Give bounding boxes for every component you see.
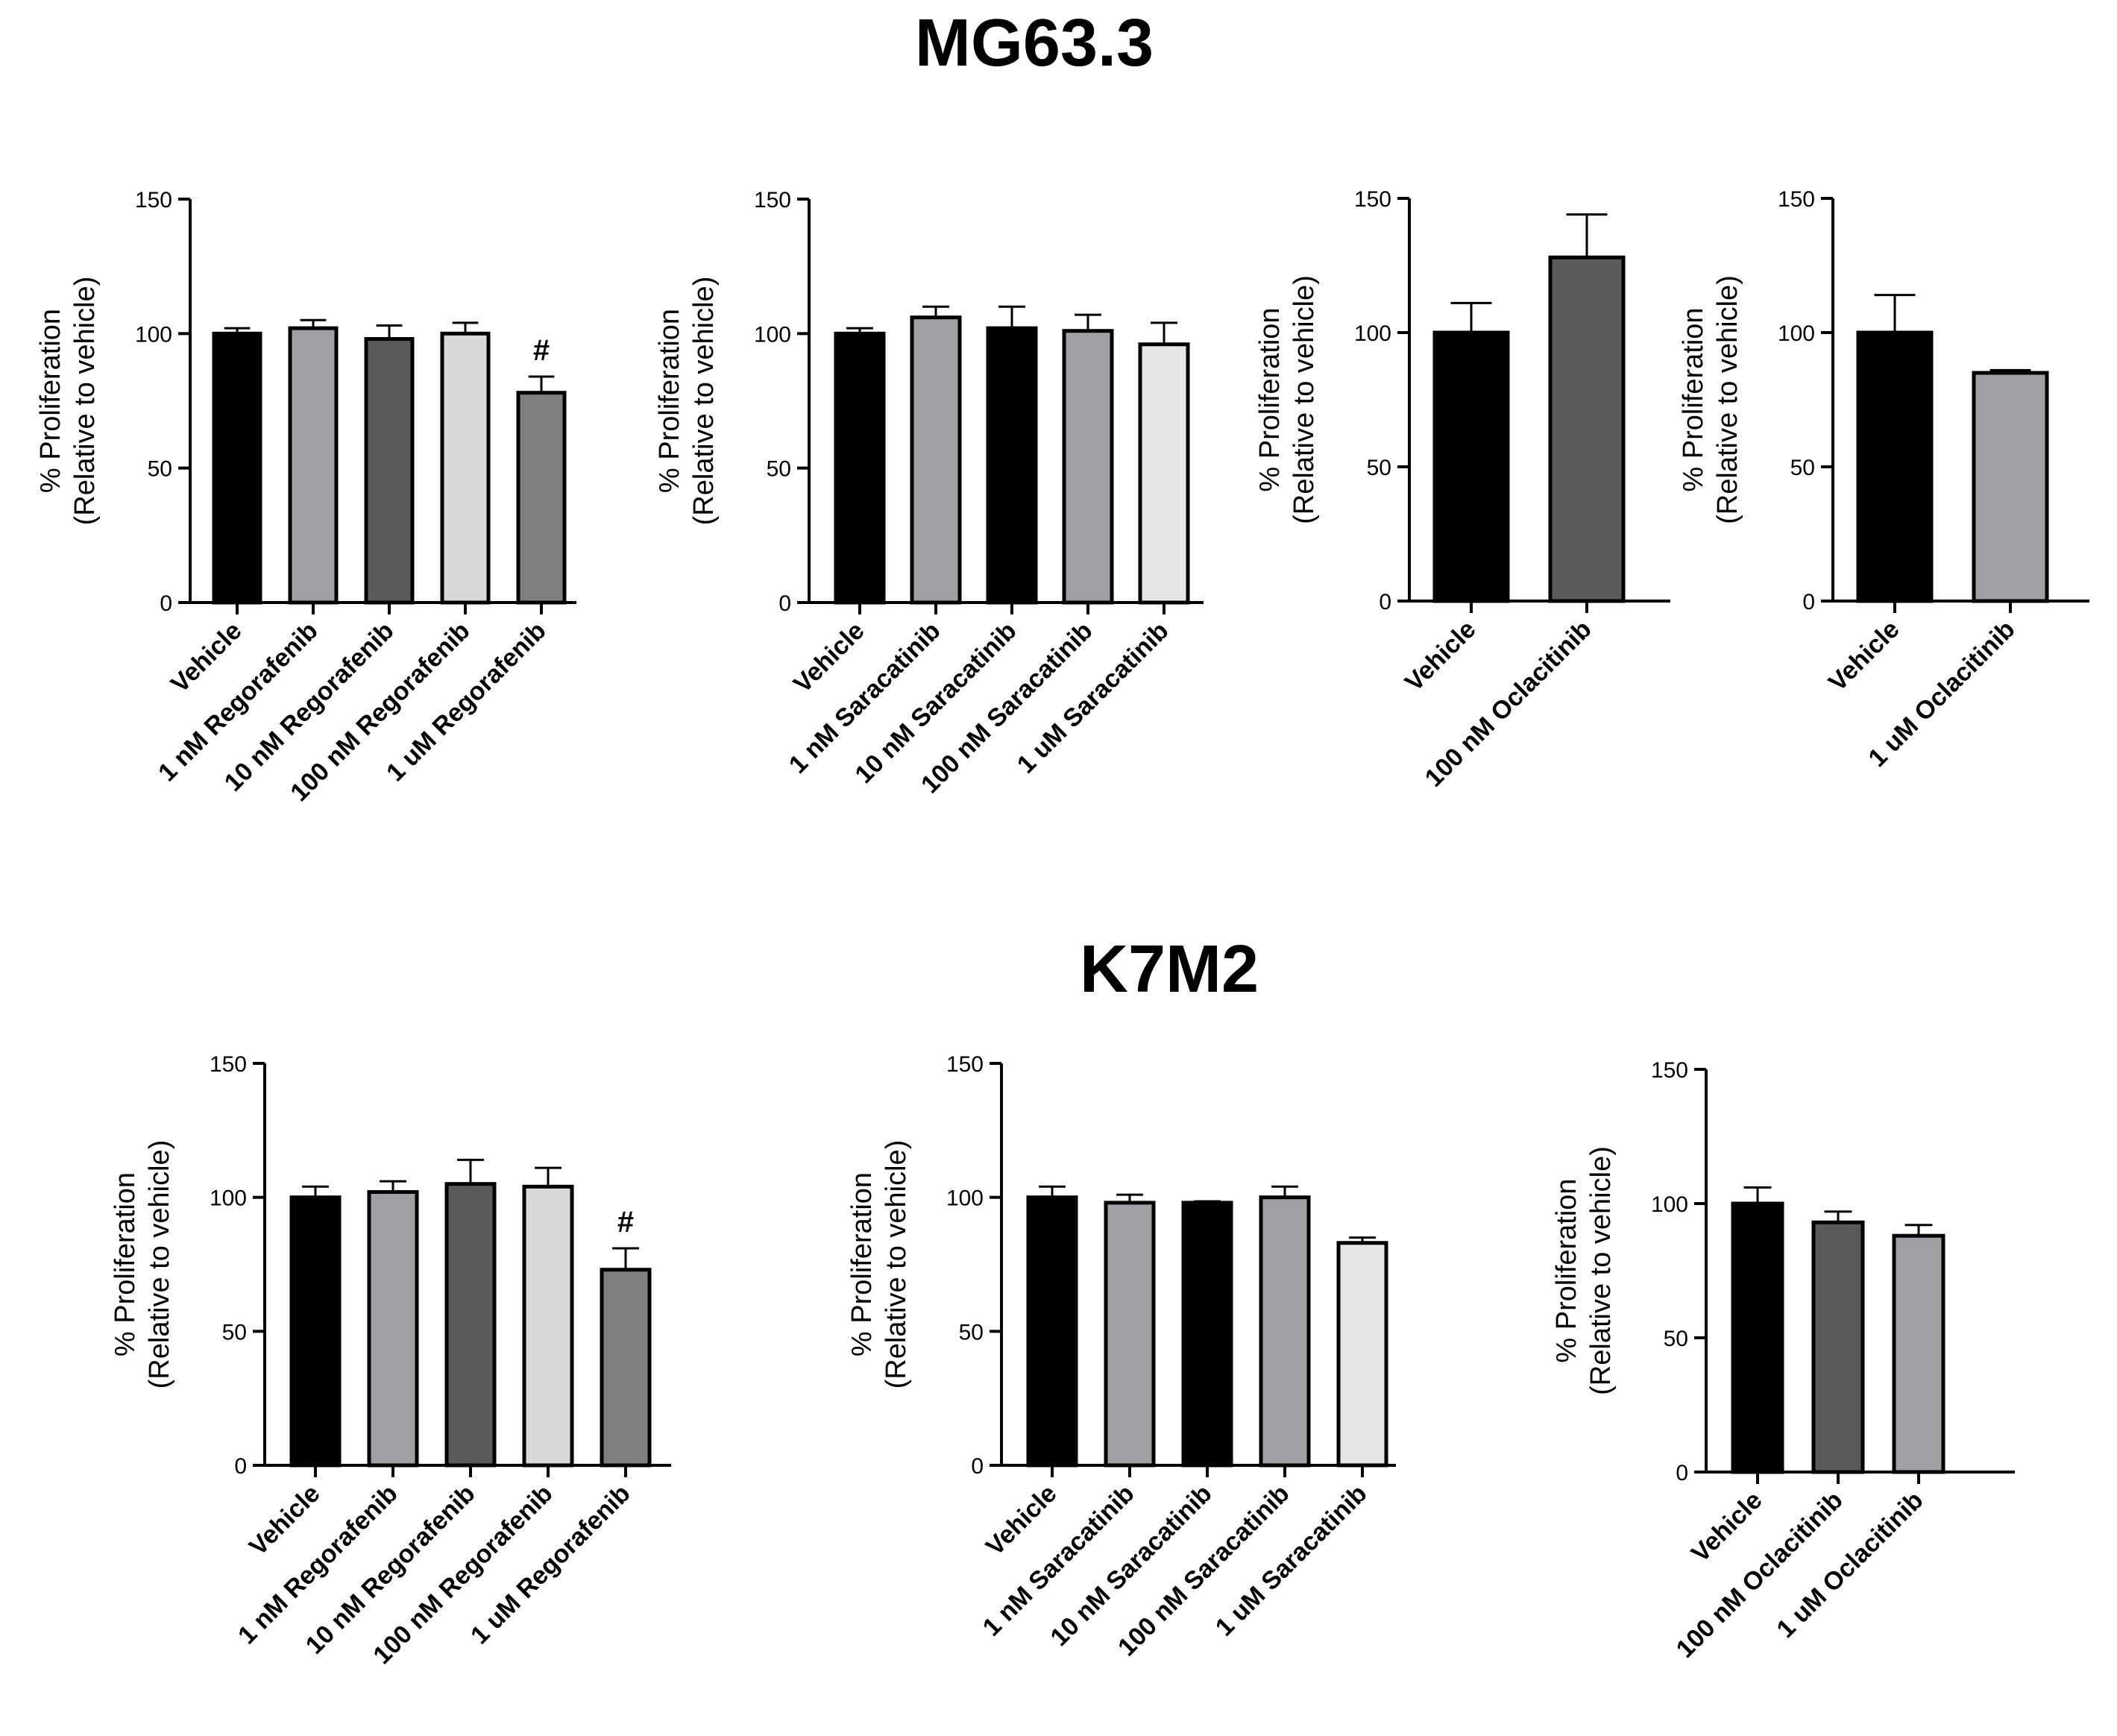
bar bbox=[289, 1195, 342, 1468]
y-axis-title: (Relative to vehicle) bbox=[688, 277, 720, 526]
y-tick-label: 100 bbox=[1778, 321, 1815, 346]
y-tick-label: 100 bbox=[946, 1186, 984, 1211]
bar-chart-3: 0 50 100 150 % Proliferation (Relative to veh… bbox=[1254, 187, 1670, 793]
bar bbox=[1892, 1233, 1945, 1474]
bar bbox=[1181, 1201, 1233, 1468]
y-tick-label: 100 bbox=[135, 322, 172, 347]
bar bbox=[1972, 371, 2049, 603]
row-title-mg63: MG63.3 bbox=[915, 6, 1154, 81]
bar bbox=[986, 326, 1038, 605]
y-tick-label: 50 bbox=[959, 1320, 984, 1345]
y-tick-label: 150 bbox=[946, 1052, 984, 1077]
bar bbox=[367, 1189, 419, 1468]
bar bbox=[364, 337, 415, 605]
y-tick-label: 150 bbox=[1778, 187, 1815, 212]
y-tick-label: 50 bbox=[1367, 456, 1391, 480]
category-label: Vehicle bbox=[1686, 1486, 1768, 1568]
bar-chart-5: 0 50 100 150 % Proliferation (Relative to veh… bbox=[110, 1052, 671, 1670]
category-label: Vehicle bbox=[1823, 615, 1905, 697]
y-tick-label: 100 bbox=[1651, 1192, 1688, 1217]
y-tick-label: 100 bbox=[210, 1186, 247, 1211]
y-tick-label: 0 bbox=[1379, 590, 1391, 614]
bar bbox=[1026, 1195, 1078, 1468]
category-label: 1 uM Saracatinib bbox=[1210, 1479, 1373, 1642]
bar bbox=[1062, 329, 1114, 605]
y-axis-title: % Proliferation bbox=[846, 1172, 878, 1356]
bar bbox=[1811, 1220, 1865, 1474]
bar bbox=[1731, 1201, 1784, 1474]
bar bbox=[600, 1268, 652, 1468]
y-tick-label: 150 bbox=[210, 1052, 247, 1077]
bar-chart-1: 0 50 100 150 % Proliferation (Relative to veh… bbox=[35, 188, 576, 807]
y-tick-label: 150 bbox=[754, 188, 791, 213]
y-tick-label: 0 bbox=[1676, 1461, 1688, 1485]
y-axis-title: (Relative to vehicle) bbox=[69, 277, 101, 526]
y-tick-label: 0 bbox=[778, 591, 791, 616]
y-axis-title: % Proliferation bbox=[35, 309, 66, 493]
y-tick-label: 0 bbox=[971, 1454, 984, 1479]
category-label: 1 uM Oclacitinib bbox=[1771, 1486, 1928, 1644]
bar bbox=[1432, 330, 1510, 603]
y-axis-title: % Proliferation bbox=[654, 309, 685, 493]
bar-chart-6: 0 50 100 150 % Proliferation (Relative to veh… bbox=[846, 1052, 1396, 1661]
significance-mark: # bbox=[533, 334, 550, 367]
y-tick-label: 50 bbox=[1790, 456, 1815, 480]
y-tick-label: 50 bbox=[222, 1320, 247, 1345]
y-axis-title: (Relative to vehicle) bbox=[1585, 1146, 1617, 1395]
bar bbox=[212, 331, 262, 605]
y-tick-label: 0 bbox=[234, 1454, 247, 1479]
row-title-k7m2: K7M2 bbox=[1080, 932, 1259, 1007]
bar bbox=[440, 331, 491, 605]
y-axis-title: % Proliferation bbox=[1254, 307, 1286, 491]
y-tick-label: 150 bbox=[135, 188, 172, 213]
y-axis-title: (Relative to vehicle) bbox=[1289, 275, 1320, 524]
y-axis-title: % Proliferation bbox=[1551, 1178, 1582, 1362]
bar-chart-7: 0 50 100 150 % Proliferation (Relative to veh… bbox=[1551, 1058, 2015, 1664]
y-tick-label: 100 bbox=[1354, 321, 1391, 346]
y-axis-title: (Relative to vehicle) bbox=[144, 1140, 175, 1389]
y-axis-title: (Relative to vehicle) bbox=[1712, 275, 1743, 524]
y-tick-label: 100 bbox=[754, 322, 791, 347]
y-tick-label: 150 bbox=[1651, 1058, 1688, 1083]
bar-chart-4: 0 50 100 150 % Proliferation (Relative to veh… bbox=[1678, 187, 2089, 773]
bar bbox=[1104, 1201, 1156, 1468]
bar bbox=[834, 331, 886, 605]
y-tick-label: 0 bbox=[160, 591, 172, 616]
bar bbox=[1138, 342, 1190, 605]
y-tick-label: 50 bbox=[767, 457, 791, 482]
bar bbox=[1336, 1241, 1388, 1468]
y-tick-label: 50 bbox=[148, 457, 172, 482]
bar bbox=[444, 1182, 497, 1468]
y-tick-label: 0 bbox=[1802, 590, 1815, 614]
y-tick-label: 50 bbox=[1664, 1327, 1688, 1351]
bar-chart-2: 0 50 100 150 % Proliferation (Relative to veh… bbox=[654, 188, 1204, 799]
bar bbox=[288, 326, 339, 605]
significance-mark: # bbox=[617, 1206, 634, 1239]
y-axis-title: % Proliferation bbox=[110, 1172, 141, 1356]
category-label: Vehicle bbox=[1400, 615, 1482, 697]
y-tick-label: 150 bbox=[1354, 187, 1391, 212]
y-axis-title: % Proliferation bbox=[1678, 307, 1709, 491]
bar bbox=[910, 315, 962, 605]
bar bbox=[1856, 330, 1934, 603]
bar bbox=[522, 1184, 574, 1468]
bar bbox=[1259, 1195, 1311, 1468]
bar bbox=[1548, 255, 1626, 603]
y-axis-title: (Relative to vehicle) bbox=[881, 1140, 912, 1389]
bar bbox=[516, 391, 567, 605]
